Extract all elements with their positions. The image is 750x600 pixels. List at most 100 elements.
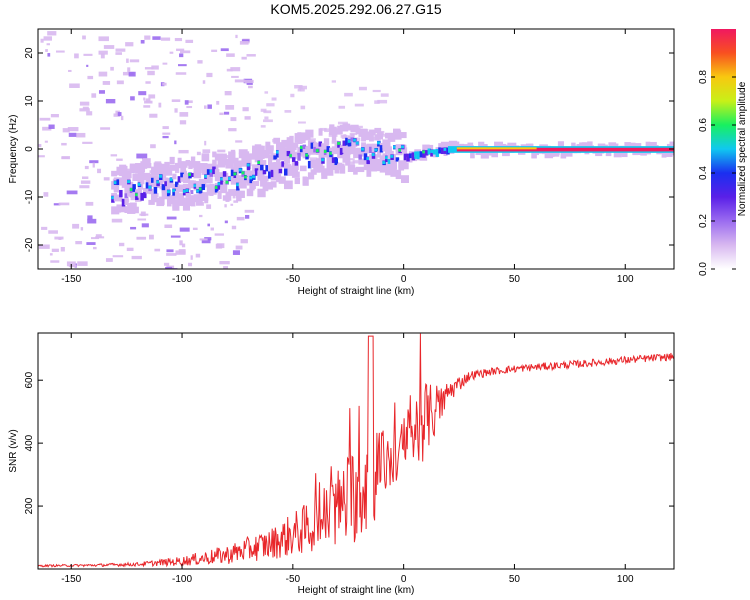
- colorbar-tick-label: 0.6: [698, 118, 709, 132]
- heatmap-cell: [398, 148, 402, 152]
- heatmap-cell: [148, 185, 152, 189]
- heatmap-cell: [120, 115, 124, 121]
- heatmap-cell: [79, 101, 90, 106]
- spectrogram-x-axis: -150 -100 -50 0 50 100: [61, 29, 634, 285]
- heatmap-cell: [179, 227, 190, 232]
- heatmap-cell: [124, 181, 134, 191]
- heatmap-cell: [206, 204, 212, 209]
- heatmap-cell: [121, 165, 128, 173]
- heatmap-cell: [273, 170, 280, 178]
- heatmap-cell: [54, 236, 64, 240]
- heatmap-cell: [126, 58, 129, 63]
- heatmap-cell: [395, 170, 402, 180]
- heatmap-cell: [664, 151, 673, 158]
- heatmap-cell: [276, 150, 280, 154]
- heatmap-cell: [62, 128, 70, 133]
- heatmap-cell: [82, 35, 86, 40]
- heatmap-cell: [326, 146, 331, 153]
- heatmap-cell: [422, 149, 426, 158]
- heatmap-cell: [130, 96, 135, 101]
- heatmap-cell: [158, 174, 162, 178]
- heatmap-cell: [81, 176, 89, 180]
- heatmap-cell: [42, 126, 52, 131]
- heatmap-cell: [228, 157, 233, 167]
- heatmap-cell: [219, 112, 224, 116]
- heatmap-cell: [491, 149, 499, 158]
- heatmap-cell: [214, 169, 220, 177]
- heatmap-cell: [467, 142, 474, 150]
- heatmap-cell: [393, 145, 397, 149]
- heatmap-cell: [164, 161, 170, 169]
- heatmap-cell: [337, 121, 348, 125]
- heatmap-cell: [169, 51, 174, 54]
- heatmap-cell: [387, 158, 392, 164]
- heatmap-cell: [372, 89, 381, 93]
- heatmap-cell: [151, 193, 157, 203]
- heatmap-cell: [268, 162, 274, 170]
- heatmap-cell: [111, 196, 115, 200]
- heatmap-cell: [153, 162, 158, 168]
- heatmap-cell: [185, 39, 194, 43]
- y-tick-label: 0: [24, 146, 35, 152]
- heatmap-cell: [377, 99, 388, 104]
- heatmap-cell: [41, 226, 48, 230]
- heatmap-cell: [190, 156, 196, 165]
- heatmap-cell: [557, 141, 565, 147]
- heatmap-cell: [369, 132, 374, 142]
- heatmap-cell: [222, 171, 227, 177]
- heatmap-cell: [298, 85, 308, 90]
- heatmap-cell: [385, 132, 395, 139]
- heatmap-cell: [149, 234, 154, 240]
- heatmap-cell: [98, 90, 105, 94]
- heatmap-cell: [141, 223, 149, 228]
- heatmap-cell: [395, 157, 400, 162]
- heatmap-cell: [121, 198, 126, 207]
- heatmap-cell: [440, 147, 445, 155]
- heatmap-cell: [366, 160, 375, 170]
- heatmap-cell: [225, 105, 235, 110]
- snr-y-label: SNR (v/v): [8, 429, 19, 472]
- heatmap-cell: [358, 125, 363, 129]
- heatmap-cell: [174, 190, 180, 199]
- heatmap-cell: [427, 144, 434, 151]
- heatmap-cell: [230, 67, 241, 72]
- colorbar-tick-label: 0.8: [698, 70, 709, 84]
- heatmap-cell: [271, 97, 277, 101]
- heatmap-cell: [249, 171, 255, 179]
- heatmap-cell: [297, 88, 302, 92]
- heatmap-cell: [581, 142, 587, 150]
- heatmap-cell: [406, 153, 410, 162]
- heatmap-cell: [38, 155, 45, 158]
- heatmap-cell: [242, 107, 249, 112]
- heatmap-cell: [297, 121, 306, 124]
- heatmap-cell: [135, 192, 139, 200]
- heatmap-cell: [260, 164, 264, 171]
- heatmap-cell: [44, 140, 48, 143]
- colorbar-ticks: 0.0 0.2 0.4 0.6 0.8: [698, 70, 736, 276]
- heatmap-cell: [220, 177, 224, 181]
- heatmap-cell: [111, 170, 118, 177]
- heatmap-cell: [228, 128, 237, 132]
- heatmap-cell: [323, 138, 330, 145]
- heatmap-cell: [374, 148, 378, 152]
- snr-x-axis: -150 -100 -50 0 50 100: [61, 333, 634, 585]
- heatmap-cell: [236, 183, 240, 187]
- heatmap-cell: [342, 140, 346, 146]
- heatmap-cell: [361, 145, 370, 154]
- heatmap-cell: [175, 72, 187, 75]
- heatmap-cell: [244, 116, 251, 120]
- heatmap-cell: [143, 162, 152, 169]
- heatmap-cell: [148, 199, 155, 205]
- heatmap-cell: [162, 135, 169, 139]
- heatmap-cell: [69, 83, 80, 88]
- heatmap-cell: [291, 152, 297, 159]
- heatmap-cell: [254, 166, 264, 173]
- heatmap-cell: [151, 65, 159, 70]
- heatmap-cell: [98, 71, 108, 77]
- heatmap-cell: [169, 195, 176, 205]
- heatmap-cell: [182, 202, 191, 211]
- heatmap-cell: [273, 155, 277, 160]
- heatmap-cell: [75, 241, 83, 245]
- heatmap-cell: [398, 132, 407, 139]
